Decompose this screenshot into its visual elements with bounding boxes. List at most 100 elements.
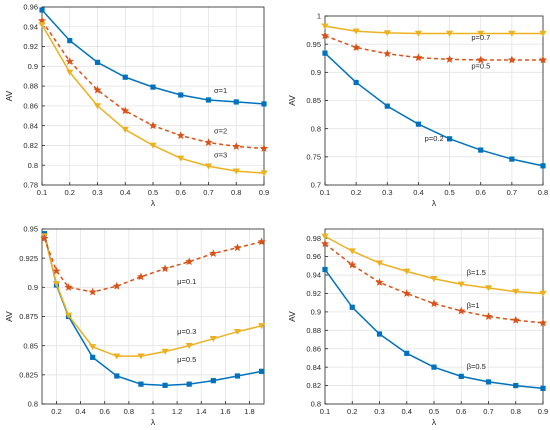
chart-panel-2: 0.1 0.2 0.3 0.4 0.5 0.6 0.7 0.8 0.7 0.75 0.8 0.85 0.… — [287, 12, 548, 208]
data-point — [204, 163, 213, 170]
x-tick-label: 0.6 — [456, 407, 466, 416]
data-point — [258, 368, 265, 374]
data-point — [52, 266, 61, 275]
x-tick-label: 0.7 — [507, 188, 517, 197]
y-axis-label: AV — [4, 311, 14, 322]
data-point — [375, 260, 384, 267]
x-tick-label: 0.4 — [413, 188, 423, 197]
y-tick-label: 0.85 — [306, 96, 321, 105]
x-tick-label: 0.6 — [475, 188, 485, 197]
data-point — [458, 373, 464, 379]
y-tick-label: 0.8 — [28, 400, 38, 409]
data-point — [484, 285, 493, 292]
data-point — [376, 331, 383, 337]
data-point — [233, 99, 239, 105]
data-point — [352, 43, 361, 52]
y-tick-label: 0.88 — [306, 326, 321, 335]
data-point — [348, 248, 356, 255]
x-tick-label: 0.7 — [483, 407, 493, 416]
x-tick-label: 0.7 — [203, 188, 213, 197]
series-annotation: μ=0.5 — [177, 355, 196, 364]
chart-panel-4: 0.1 0.2 0.3 0.4 0.5 0.6 0.7 0.8 0.9 0.8 0.82 0.84 0.… — [287, 228, 548, 427]
series-annotation: μ=0.3 — [177, 327, 196, 336]
y-tick-label: 0.92 — [306, 289, 321, 298]
data-point — [430, 276, 438, 282]
data-point — [257, 237, 266, 246]
x-tick-label: 0.8 — [538, 188, 548, 197]
data-point — [349, 304, 355, 310]
x-tick-label: 0.6 — [100, 407, 110, 416]
x-tick-label: 0.1 — [37, 188, 47, 197]
data-point — [457, 281, 465, 288]
data-point — [185, 257, 194, 266]
data-point — [233, 328, 242, 335]
x-axis-label: λ — [151, 417, 156, 427]
series-annotation: σ=1 — [214, 86, 227, 95]
x-tick-label: 1.4 — [196, 407, 206, 416]
y-tick-label: 0.9 — [28, 283, 38, 292]
data-point — [322, 50, 328, 56]
x-tick-label: 0.2 — [347, 407, 357, 416]
x-axis-label: λ — [432, 417, 437, 427]
y-tick-label: 0.925 — [19, 254, 38, 263]
data-point — [177, 155, 185, 162]
data-point — [136, 272, 146, 281]
y-tick-label: 0.98 — [306, 234, 321, 243]
x-tick-label: 0.9 — [259, 188, 269, 197]
series-annotation: β=1.5 — [467, 268, 486, 277]
y-tick-label: 0.875 — [19, 312, 38, 321]
data-point — [321, 23, 329, 30]
data-point — [402, 289, 411, 297]
data-point — [322, 266, 328, 273]
series-annotation: p=0.5 — [471, 61, 490, 70]
x-tick-label: 0.3 — [374, 407, 384, 416]
data-point — [209, 335, 217, 342]
data-point — [484, 312, 493, 320]
data-point — [539, 290, 547, 297]
data-point — [404, 350, 410, 356]
data-point — [259, 144, 269, 152]
y-tick-label: 0.82 — [23, 141, 38, 150]
series-annotation: σ=2 — [214, 127, 227, 136]
data-point — [89, 344, 97, 351]
data-point — [185, 342, 193, 349]
data-point — [512, 288, 520, 295]
y-tick-label: 0.96 — [306, 252, 321, 261]
data-point — [148, 121, 158, 130]
y-tick-label: 0.8 — [311, 124, 321, 133]
data-point — [232, 168, 240, 175]
data-point — [431, 364, 437, 370]
data-point — [540, 385, 546, 391]
series-annotation: β=1 — [467, 301, 480, 310]
y-tick-label: 0.95 — [306, 40, 321, 49]
data-point — [122, 74, 128, 80]
data-point — [162, 382, 168, 388]
y-axis-label: AV — [287, 311, 297, 322]
series-annotation: μ=0.1 — [177, 277, 196, 286]
x-tick-label: 0.1 — [320, 407, 330, 416]
data-point — [113, 353, 121, 360]
y-tick-label: 0.7 — [311, 181, 321, 190]
series-annotation: p=0.7 — [471, 33, 490, 42]
y-tick-label: 0.95 — [23, 225, 38, 234]
data-point — [138, 381, 144, 387]
data-point — [93, 85, 102, 94]
data-point — [383, 49, 392, 58]
data-point — [137, 353, 145, 360]
data-point — [507, 55, 516, 64]
x-tick-label: 0.1 — [320, 188, 330, 197]
data-point — [233, 243, 242, 252]
data-point — [260, 170, 268, 177]
data-point — [539, 30, 547, 37]
y-tick-label: 0.78 — [23, 181, 38, 190]
y-axis-label: AV — [4, 90, 14, 101]
data-point — [415, 121, 422, 127]
data-point — [112, 281, 121, 290]
x-tick-label: 0.2 — [51, 407, 61, 416]
y-tick-label: 0.9 — [311, 68, 321, 77]
data-point — [94, 59, 101, 65]
data-point — [348, 260, 357, 269]
data-point — [445, 55, 454, 63]
data-point — [93, 103, 102, 110]
